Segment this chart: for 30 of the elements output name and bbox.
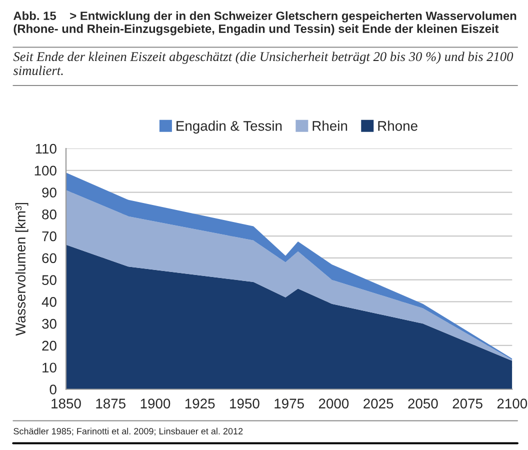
x-tick-label: 2075 <box>452 398 482 408</box>
chart-subtitle: Seit Ende der kleinen Eiszeit abgeschätzt (die Unsicherheit beträgt 20 bis 30 %) und bis 2100 simuliert. <box>13 52 514 76</box>
y-tick-label: 60 <box>42 253 56 264</box>
y-tick-label: 20 <box>42 340 56 351</box>
x-tick-label: 1925 <box>185 398 215 408</box>
x-tick-label: 2100 <box>497 398 528 408</box>
x-tick-label: 1975 <box>274 398 304 408</box>
y-tick-label: 10 <box>42 362 56 373</box>
x-tick-label: 1875 <box>96 398 126 408</box>
y-axis-title: Wasservolumen [km³] <box>15 202 28 336</box>
x-tick-label: 1900 <box>140 398 170 408</box>
y-tick-label: 110 <box>36 144 56 154</box>
y-tick-label: 40 <box>42 297 56 307</box>
y-tick-label: 50 <box>42 275 56 285</box>
y-tick-label: 90 <box>42 188 56 198</box>
y-tick-label: 100 <box>34 166 56 176</box>
legend-label: Rhein <box>312 120 348 131</box>
x-tick-label: 2000 <box>318 398 349 408</box>
x-tick-label: 1950 <box>230 398 260 408</box>
x-tick-label: 2050 <box>408 398 438 408</box>
chart-title: Abb. 15 > Entwicklung der in den Schweizer Gletschern gespeicherten Wasservolumen (Rhone- und Rhein-Einzugsgebiete, Engadin und Tessin) seit Ende der kleinen Eiszeit <box>13 11 516 36</box>
legend-label: Engadin & Tessin <box>176 120 282 134</box>
y-tick-label: 0 <box>50 384 56 394</box>
legend-label: Rhone <box>378 120 418 131</box>
x-tick-label: 1850 <box>52 398 81 408</box>
x-tick-label: 2025 <box>364 398 394 408</box>
y-tick-label: 30 <box>42 318 56 329</box>
y-tick-label: 70 <box>42 231 56 242</box>
y-tick-label: 80 <box>42 209 56 220</box>
text: Schädler 1985; Farinotti et al. 2009; Linsbauer et al. 2012 <box>14 428 243 436</box>
